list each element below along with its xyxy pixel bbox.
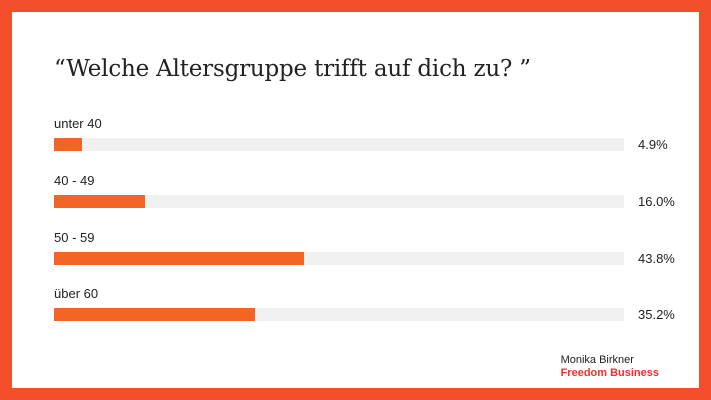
footer: Monika Birkner Freedom Business: [561, 354, 659, 380]
bar-track: [54, 252, 624, 265]
bar-row: über 60 35.2%: [12, 286, 699, 330]
bar-row: unter 40 4.9%: [12, 116, 699, 160]
category-label: unter 40: [54, 116, 102, 131]
bar-track: [54, 308, 624, 321]
value-label: 35.2%: [638, 307, 675, 322]
brand-name: Freedom Business: [560, 367, 659, 379]
chart-card: “Welche Altersgruppe trifft auf dich zu?…: [12, 12, 699, 388]
author-name: Monika Birkner: [560, 354, 634, 366]
bar: [54, 252, 304, 265]
value-label: 4.9%: [638, 137, 668, 152]
bar: [54, 195, 146, 208]
value-label: 16.0%: [638, 194, 675, 209]
bar-track: [54, 195, 624, 208]
bar-row: 40 - 49 16.0%: [12, 173, 699, 217]
bar: [54, 308, 255, 321]
category-label: über 60: [54, 286, 99, 301]
category-label: 40 - 49: [54, 173, 95, 188]
bar-row: 50 - 59 43.8%: [12, 230, 699, 274]
bar-track: [54, 138, 624, 151]
value-label: 43.8%: [638, 251, 675, 266]
bar: [54, 138, 82, 151]
bar-chart: unter 40 4.9% 40 - 49 16.0% 50 - 59 43.8% über…: [12, 12, 699, 388]
category-label: 50 - 59: [54, 230, 95, 245]
chart-title: “Welche Altersgruppe trifft auf dich zu?…: [54, 56, 531, 82]
